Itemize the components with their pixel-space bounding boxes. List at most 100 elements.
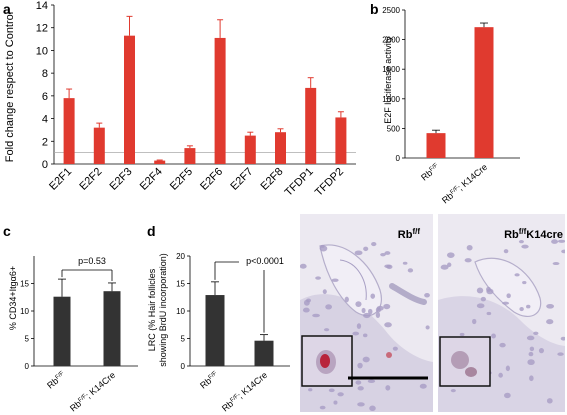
chart-a-category-label: E2F7	[228, 166, 255, 193]
chart-b-ylabel: E2F luciferase activity	[383, 36, 393, 124]
cell-nucleus	[402, 261, 408, 265]
chart-c-category-label: RbF/F; K14Cre	[68, 370, 117, 414]
cell-nucleus	[521, 244, 529, 249]
chart-d-category-label: RbF/F	[198, 370, 220, 391]
cell-nucleus	[447, 262, 452, 268]
cell-nucleus	[363, 312, 371, 319]
cell-nucleus	[476, 287, 484, 294]
cell-nucleus	[362, 356, 370, 363]
cell-nucleus	[355, 301, 362, 307]
cell-nucleus	[529, 346, 535, 352]
cell-nucleus	[363, 246, 369, 252]
chart-d-ytick-label: 10	[176, 307, 185, 316]
chart-a-bar	[335, 117, 347, 164]
cell-nucleus	[368, 308, 373, 315]
cell-nucleus	[499, 342, 506, 348]
micrograph-e-cells	[300, 242, 430, 412]
chart-a-category-label: E2F8	[259, 166, 286, 193]
cell-nucleus	[466, 244, 473, 251]
chart-a-category-label: TFDP2	[313, 166, 346, 199]
chart-c-ytick-label: 0	[25, 362, 30, 371]
chart-a-bar	[63, 98, 75, 164]
cell-nucleus	[519, 306, 524, 312]
cell-nucleus	[328, 388, 335, 393]
chart-d-ytick-label: 5	[181, 335, 186, 344]
cell-nucleus	[526, 304, 531, 309]
cell-nucleus	[355, 380, 362, 385]
chart-a-ylabel: Fold change respect to Control	[4, 12, 16, 162]
cell-nucleus	[486, 311, 492, 316]
cell-nucleus	[319, 405, 326, 410]
chart-c-bar	[103, 291, 121, 366]
micrograph-e-prime-inset-cell-2	[465, 367, 477, 377]
cell-nucleus	[367, 379, 376, 383]
cell-nucleus	[333, 400, 338, 405]
cell-nucleus	[407, 268, 414, 273]
chart-a-bar	[154, 160, 166, 164]
micrograph-e-positive-cell	[386, 352, 392, 358]
cell-nucleus	[315, 276, 321, 280]
cell-nucleus	[505, 365, 510, 372]
chart-c-bar	[53, 296, 71, 366]
chart-d-bar	[254, 340, 274, 366]
micrograph-e-prime-inset	[439, 336, 491, 387]
cell-nucleus	[380, 253, 386, 257]
chart-d: LRC (% Hair follicles showing BrdU incor…	[147, 252, 290, 414]
chart-a-bar	[244, 135, 256, 164]
cell-nucleus	[303, 299, 310, 306]
cell-nucleus	[561, 249, 565, 254]
cell-nucleus	[300, 263, 307, 269]
chart-a-ytick-label: 6	[42, 91, 48, 103]
cell-nucleus	[459, 332, 465, 337]
cell-nucleus	[322, 289, 327, 295]
cell-nucleus	[369, 405, 376, 412]
cell-nucleus	[392, 346, 398, 351]
chart-c-ytick-label: 10	[20, 307, 29, 316]
chart-d-ylabel-line2: showing BrdU incorporation)	[158, 253, 168, 367]
chart-a-category-label: E2F1	[47, 166, 74, 193]
cell-nucleus	[527, 359, 535, 366]
cell-nucleus	[425, 325, 430, 330]
panel-label-c: c	[3, 223, 11, 239]
chart-a-ytick-label: 10	[36, 45, 48, 57]
chart-b-ytick-label: 2500	[382, 6, 400, 15]
cell-nucleus	[502, 301, 510, 305]
cell-nucleus	[529, 375, 534, 382]
chart-d-bar	[205, 295, 225, 366]
cell-nucleus	[472, 318, 477, 325]
chart-d-ytick-label: 15	[176, 280, 185, 289]
cell-nucleus	[320, 244, 325, 248]
cell-nucleus	[546, 303, 555, 309]
cell-nucleus	[357, 362, 363, 369]
chart-a-ytick-label: 14	[36, 0, 48, 12]
cell-nucleus	[331, 278, 339, 282]
cell-nucleus	[384, 251, 391, 255]
cell-nucleus	[528, 351, 534, 357]
chart-a-bar	[275, 132, 286, 164]
cell-nucleus	[384, 264, 391, 268]
cell-nucleus	[375, 312, 381, 318]
chart-b-ytick-label: 0	[396, 154, 401, 163]
cell-nucleus	[464, 258, 472, 263]
cell-nucleus	[354, 250, 363, 256]
chart-a-category-label: E2F4	[138, 166, 165, 193]
cell-nucleus	[352, 331, 360, 336]
micrograph-e-genotype: Rbf/f	[398, 227, 421, 241]
cell-nucleus	[302, 307, 310, 313]
cell-nucleus	[522, 281, 527, 285]
chart-b-bar	[426, 133, 446, 158]
chart-a-ytick-label: 4	[42, 114, 48, 126]
chart-c-annotation: p=0.53	[78, 256, 106, 266]
cell-nucleus	[551, 239, 559, 244]
cell-nucleus	[323, 328, 330, 332]
cell-nucleus	[538, 348, 545, 354]
cell-nucleus	[504, 392, 511, 399]
chart-a-bar	[184, 148, 196, 164]
cell-nucleus	[560, 336, 565, 341]
cell-nucleus	[385, 385, 391, 391]
chart-d-category-label: RbF/F; K14Cre	[220, 370, 269, 414]
chart-d-annotation: p<0.0001	[246, 256, 284, 266]
chart-b-ytick-label: 500	[387, 124, 401, 133]
cell-nucleus	[557, 239, 565, 243]
cell-nucleus	[337, 392, 344, 397]
